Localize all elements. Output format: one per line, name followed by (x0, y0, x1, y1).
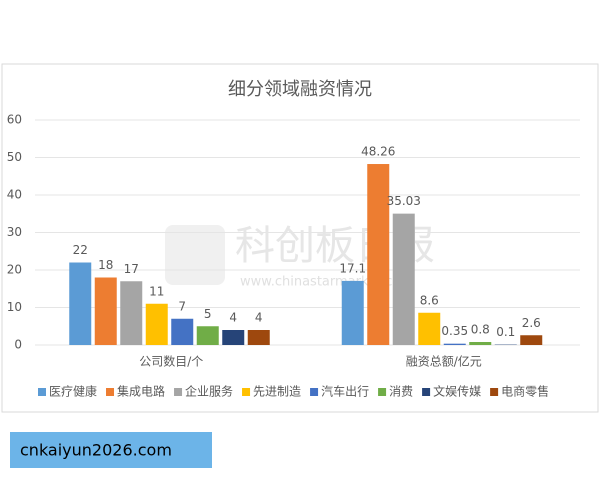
legend-label: 医疗健康 (49, 384, 97, 399)
legend-swatch (174, 388, 183, 396)
y-tick-label: 0 (14, 338, 22, 352)
data-label: 48.26 (361, 145, 395, 159)
data-label: 7 (178, 299, 186, 313)
x-tick-label: 公司数目/个 (139, 354, 203, 369)
data-label: 4 (229, 311, 237, 325)
data-label: 0.8 (471, 323, 490, 337)
y-tick-label: 30 (7, 225, 22, 239)
legend-swatch (38, 388, 46, 396)
footer-link[interactable]: cnkaiyun2026.com (20, 441, 172, 460)
data-label: 35.03 (387, 194, 421, 208)
y-tick-label: 50 (7, 150, 22, 164)
x-tick-label: 融资总额/亿元 (406, 354, 482, 369)
chart-frame (1, 63, 599, 413)
bar (247, 330, 270, 345)
data-label: 0.35 (441, 324, 468, 338)
data-label: 0.1 (496, 325, 515, 339)
legend-label: 先进制造 (253, 385, 301, 399)
data-label: 11 (149, 284, 164, 298)
bar (418, 312, 441, 345)
legend-label: 集成电路 (117, 384, 165, 399)
y-tick-label: 10 (7, 300, 22, 314)
bar (196, 326, 219, 345)
data-label: 22 (73, 243, 88, 257)
chart-title: 细分领域融资情况 (228, 79, 372, 100)
legend-label: 电商零售 (501, 384, 549, 399)
y-tick-label: 60 (7, 113, 22, 127)
y-tick-label: 20 (7, 263, 22, 277)
bar (145, 303, 168, 345)
legend-swatch (378, 388, 387, 396)
legend-swatch (490, 388, 499, 396)
data-label: 2.6 (522, 316, 541, 330)
data-label: 5 (204, 307, 212, 321)
legend-swatch (310, 388, 319, 396)
bar (222, 330, 245, 345)
data-label: 17.1 (339, 261, 366, 275)
bar (69, 262, 92, 345)
bar (94, 277, 117, 345)
data-label: 17 (124, 262, 139, 276)
bar (392, 213, 415, 345)
bar (367, 164, 390, 345)
data-label: 18 (98, 258, 113, 272)
watermark-logo (165, 225, 225, 285)
bar (520, 335, 543, 345)
legend-label: 消费 (389, 385, 413, 399)
legend-label: 企业服务 (185, 384, 233, 399)
bar (171, 318, 194, 345)
y-tick-label: 40 (7, 188, 22, 202)
legend-swatch (422, 388, 431, 396)
legend-label: 汽车出行 (321, 384, 369, 399)
bar (469, 342, 492, 345)
data-label: 4 (255, 311, 263, 325)
legend-swatch (242, 388, 251, 396)
legend-swatch (106, 388, 115, 396)
bar (120, 281, 143, 345)
legend-label: 文娱传媒 (433, 384, 481, 399)
data-label: 8.6 (420, 293, 439, 307)
bar (341, 280, 364, 345)
footer-box[interactable] (10, 432, 212, 468)
bar (443, 343, 466, 345)
